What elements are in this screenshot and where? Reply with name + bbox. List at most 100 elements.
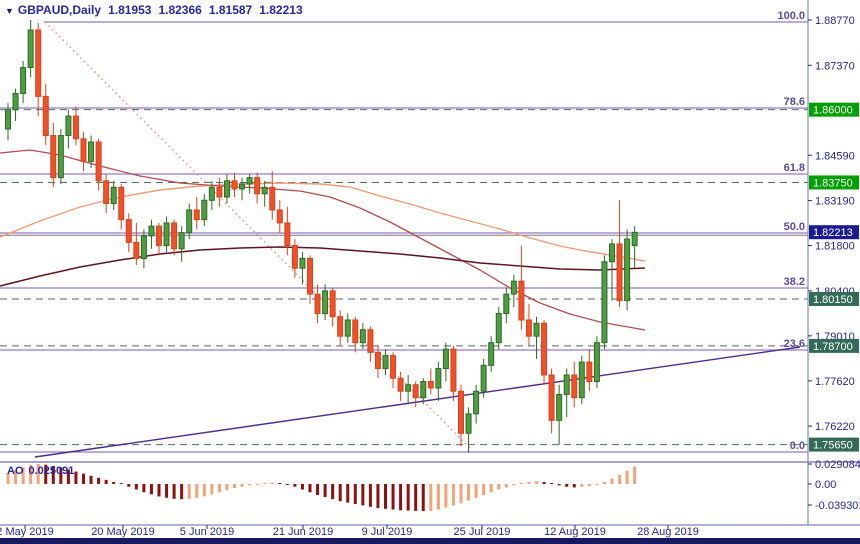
candle-body bbox=[201, 199, 208, 221]
ao-value: 0.025091 bbox=[28, 465, 75, 477]
ao-bar bbox=[610, 478, 614, 484]
candle-body bbox=[208, 186, 215, 201]
ao-bar bbox=[602, 481, 606, 484]
ao-bar bbox=[368, 484, 372, 507]
date-label: 12 Aug 2019 bbox=[544, 526, 606, 538]
candle-body bbox=[118, 186, 125, 221]
candle-body bbox=[412, 384, 419, 399]
ao-axis-label: 0.029084 bbox=[815, 459, 860, 471]
current-price-badge-bg bbox=[809, 225, 859, 240]
candle-body bbox=[631, 231, 638, 247]
fib-level-label: 100.0 bbox=[777, 10, 805, 22]
ao-axis-label: 0.00 bbox=[815, 479, 836, 491]
fib-level-label: 61.8 bbox=[784, 162, 805, 174]
candle-body bbox=[35, 29, 42, 97]
candle-body bbox=[601, 261, 608, 344]
candle-body bbox=[548, 374, 555, 421]
ao-axis-label: -0.039301 bbox=[815, 500, 860, 512]
fib-diagonal-dotted-line bbox=[44, 21, 473, 451]
ao-bar bbox=[51, 466, 55, 484]
candle-body bbox=[140, 235, 147, 260]
ao-bar bbox=[293, 484, 297, 487]
candle-body bbox=[510, 280, 517, 295]
candle-body bbox=[171, 222, 178, 250]
candle-body bbox=[420, 380, 427, 399]
candle-body bbox=[103, 180, 110, 204]
candle-body bbox=[80, 138, 87, 162]
ao-bar bbox=[338, 484, 342, 502]
quote-low: 1.81587 bbox=[208, 3, 253, 17]
ao-bar bbox=[587, 484, 591, 487]
time-axis: 2 May 2019 20 May 2019 5 Jun 2019 21 Jun 20… bbox=[0, 525, 699, 538]
fib-level-label: 0.0 bbox=[790, 440, 805, 452]
ao-bar bbox=[165, 484, 169, 498]
ao-bar bbox=[248, 484, 252, 486]
ma-long-line bbox=[0, 246, 646, 287]
candle-body bbox=[359, 329, 366, 344]
candle-body bbox=[322, 290, 329, 315]
ao-bar bbox=[361, 484, 365, 506]
ao-bar bbox=[353, 484, 357, 505]
candle-body bbox=[405, 384, 412, 392]
ao-bar bbox=[202, 484, 206, 497]
collapse-quote-icon[interactable]: ▼ bbox=[5, 6, 14, 16]
ao-bar bbox=[21, 467, 25, 484]
ao-bar bbox=[263, 483, 267, 484]
candle-body bbox=[314, 293, 321, 315]
candle-body bbox=[269, 186, 276, 211]
ao-bar bbox=[504, 484, 508, 488]
candle-body bbox=[12, 92, 19, 111]
ao-bar bbox=[89, 475, 93, 484]
ao-bar bbox=[127, 484, 131, 487]
ao-bar bbox=[595, 484, 599, 485]
ao-bar bbox=[278, 482, 282, 484]
ao-indicator-title: AO 0.025091 bbox=[7, 465, 74, 477]
ao-bar bbox=[308, 484, 312, 493]
candle-body bbox=[239, 183, 246, 190]
candle-body bbox=[473, 390, 480, 415]
candle-body bbox=[223, 180, 230, 198]
quote-title: ▼ GBPAUD,Daily 1.81953 1.82366 1.81587 1.8221… bbox=[5, 3, 303, 17]
ao-bar bbox=[300, 484, 304, 490]
candle-body bbox=[42, 95, 49, 137]
ao-bar bbox=[633, 466, 637, 484]
ao-bar bbox=[436, 484, 440, 510]
ao-bar bbox=[6, 472, 10, 484]
ao-bar bbox=[172, 484, 176, 499]
current-price-badge-text: 1.82213 bbox=[813, 227, 853, 239]
ao-bar bbox=[97, 477, 101, 484]
ao-bar bbox=[119, 483, 123, 484]
ao-bar bbox=[240, 484, 244, 487]
candle-body bbox=[578, 361, 585, 399]
ao-axis-labels: 0.029084 0.00 -0.039301 bbox=[808, 459, 860, 512]
candle-body bbox=[20, 67, 27, 94]
price-level-badges: 1.86000 1.83750 1.80150 1.78700 1.75650 1.822… bbox=[809, 102, 859, 452]
candle-body bbox=[110, 186, 117, 204]
price-axis-label: 1.76220 bbox=[815, 421, 855, 433]
fib-level-label: 38.2 bbox=[784, 276, 805, 288]
ao-bar bbox=[233, 484, 236, 489]
ao-label: AO bbox=[7, 465, 24, 477]
ao-bar bbox=[134, 484, 138, 490]
candle-body bbox=[525, 319, 532, 337]
date-label: 20 May 2019 bbox=[91, 526, 155, 538]
ma-mid-line bbox=[0, 149, 646, 331]
level-badge-text: 1.86000 bbox=[813, 105, 853, 117]
ao-bar bbox=[59, 467, 63, 484]
bottom-scrollbar[interactable] bbox=[0, 538, 860, 544]
symbol-period-label: GBPAUD,Daily bbox=[17, 3, 102, 17]
ao-bar bbox=[489, 484, 493, 493]
ao-bar bbox=[451, 484, 455, 506]
ao-bar bbox=[210, 484, 214, 495]
ao-bar bbox=[66, 469, 70, 484]
candle-body bbox=[374, 351, 381, 370]
level-badge-text: 1.83750 bbox=[813, 177, 853, 189]
candle-body bbox=[254, 177, 261, 195]
ao-bar bbox=[142, 484, 146, 493]
candle-body bbox=[367, 329, 374, 353]
candle-body bbox=[344, 319, 351, 337]
moving-averages bbox=[0, 149, 646, 331]
candle-body bbox=[593, 342, 600, 382]
